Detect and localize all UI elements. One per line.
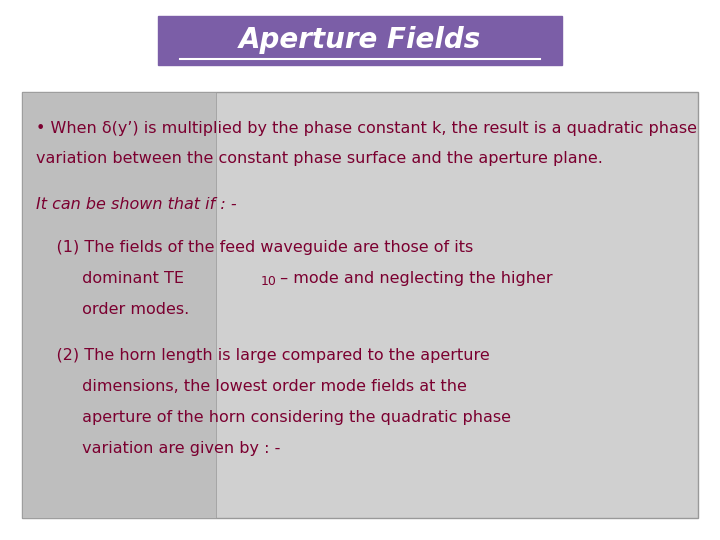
Text: Aperture Fields: Aperture Fields (239, 26, 481, 55)
Text: dominant TE: dominant TE (36, 271, 184, 286)
Text: It can be shown that if : -: It can be shown that if : - (36, 197, 237, 212)
Text: 10: 10 (261, 275, 276, 288)
Text: variation are given by : -: variation are given by : - (36, 441, 280, 456)
FancyBboxPatch shape (158, 16, 562, 65)
Text: aperture of the horn considering the quadratic phase: aperture of the horn considering the qua… (36, 410, 511, 425)
Text: (1) The fields of the feed waveguide are those of its: (1) The fields of the feed waveguide are… (36, 240, 473, 255)
Text: – mode and neglecting the higher: – mode and neglecting the higher (275, 271, 553, 286)
Text: dimensions, the lowest order mode fields at the: dimensions, the lowest order mode fields… (36, 379, 467, 394)
FancyBboxPatch shape (22, 92, 698, 518)
Text: (2) The horn length is large compared to the aperture: (2) The horn length is large compared to… (36, 348, 490, 363)
Text: order modes.: order modes. (36, 302, 189, 318)
FancyBboxPatch shape (22, 92, 216, 518)
Text: variation between the constant phase surface and the aperture plane.: variation between the constant phase sur… (36, 151, 603, 166)
Text: • When δ(y’) is multiplied by the phase constant k, the result is a quadratic ph: • When δ(y’) is multiplied by the phase … (36, 122, 697, 137)
